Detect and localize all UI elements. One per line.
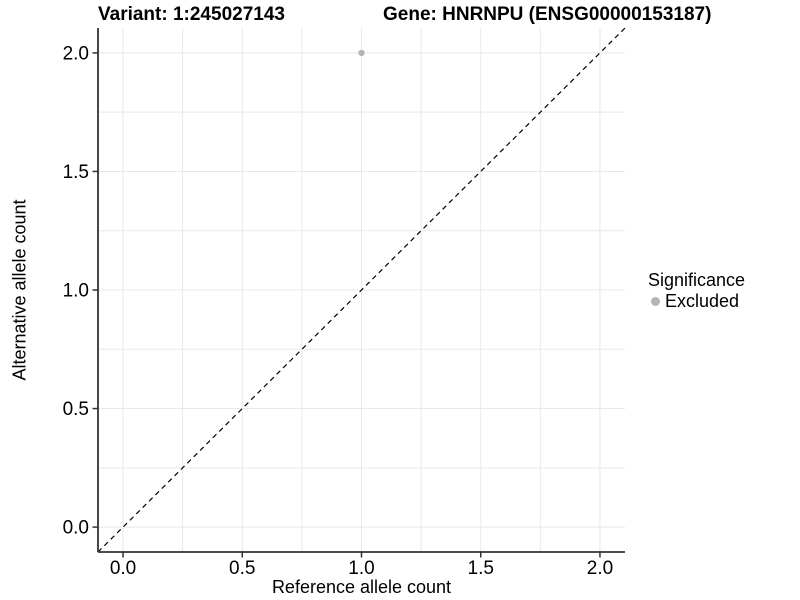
variant-title: Variant: 1:245027143: [98, 4, 285, 25]
y-tick-label: 0.5: [63, 399, 89, 420]
y-tick-label: 1.5: [63, 162, 89, 183]
x-axis-title: Reference allele count: [271, 577, 452, 597]
x-tick-label: 2.0: [587, 558, 613, 579]
x-tick-label: 1.5: [468, 558, 494, 579]
legend: Significance Excluded: [648, 269, 745, 312]
y-tick-label: 0.0: [63, 518, 89, 539]
y-axis-title: Alternative allele count: [9, 199, 30, 381]
y-tick-label: 2.0: [63, 43, 89, 64]
x-tick-label: 0.0: [110, 558, 136, 579]
point-icon: [651, 297, 660, 306]
data-point: [358, 49, 365, 57]
legend-item-excluded: Excluded: [648, 291, 745, 312]
identity-dashed-line: [97, 27, 626, 553]
gene-title: Gene: HNRNPU (ENSG00000153187): [383, 4, 712, 25]
x-tick-label: 1.0: [348, 558, 374, 579]
legend-item-label: Excluded: [665, 291, 740, 311]
legend-title: Significance: [648, 270, 746, 290]
y-tick-label: 1.0: [63, 281, 89, 302]
x-tick-label: 0.5: [229, 558, 255, 579]
